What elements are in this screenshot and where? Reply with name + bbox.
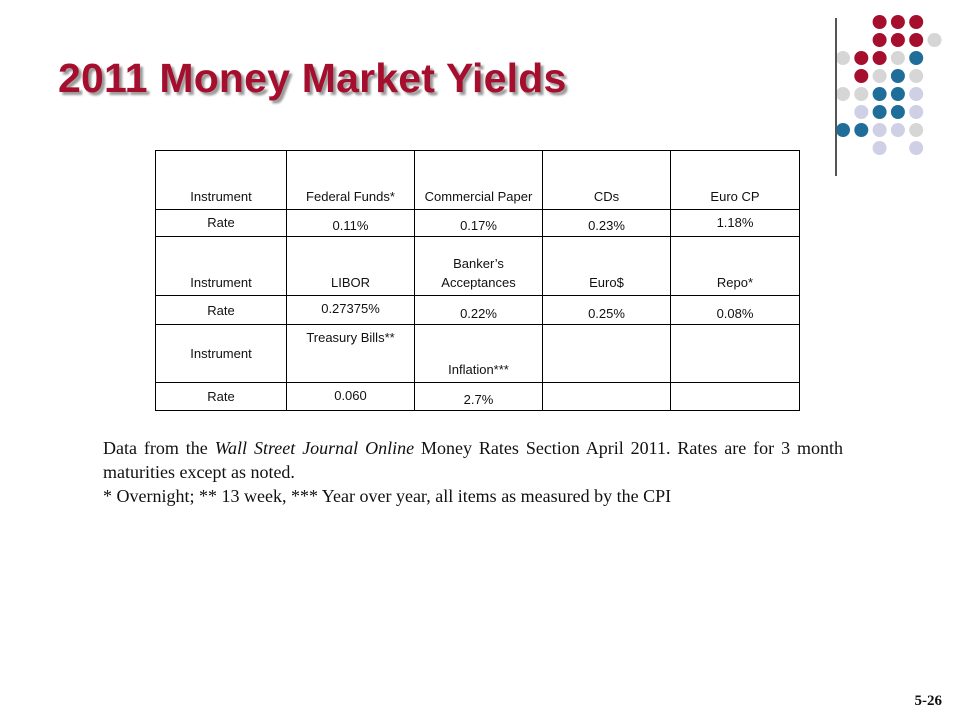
table-row: Instrument Federal Funds* Commercial Pap… — [155, 150, 800, 210]
decorative-dot — [854, 105, 869, 119]
decorative-dot — [909, 69, 924, 83]
decorative-dot — [872, 141, 887, 155]
table-cell: 0.060 — [286, 382, 415, 411]
table-cell: Banker’s Acceptances — [414, 236, 543, 296]
table-cell: Instrument — [155, 324, 287, 383]
decorative-dot — [890, 15, 905, 29]
decorative-dot — [890, 123, 905, 137]
table-cell: CDs — [542, 150, 671, 210]
table-cell: Federal Funds* — [286, 150, 415, 210]
decorative-dot — [890, 87, 905, 101]
table-row: Rate 0.27375% 0.22% 0.25% 0.08% — [155, 295, 800, 325]
decorative-dot — [854, 69, 869, 83]
table-row: Rate 0.11% 0.17% 0.23% 1.18% — [155, 209, 800, 237]
source-note-suffix: Money Rates Section April 2011. Rates ar… — [103, 438, 843, 482]
decorative-dot — [872, 51, 887, 65]
decorative-dot — [836, 87, 850, 101]
table-cell: 0.11% — [286, 209, 415, 237]
source-note-line: Data from the Wall Street Journal Online… — [103, 436, 843, 484]
decorative-dot — [872, 33, 887, 47]
decorative-dot — [909, 105, 924, 119]
table-cell — [670, 324, 800, 383]
source-publication: Wall Street Journal Online — [214, 438, 415, 458]
decorative-dot — [872, 69, 887, 83]
decorative-dot — [909, 123, 924, 137]
table-row: Instrument LIBOR Banker’s Acceptances Eu… — [155, 236, 800, 296]
table-cell: Commercial Paper — [414, 150, 543, 210]
slide-title: 2011 Money Market Yields — [58, 55, 567, 101]
decorative-dot — [927, 33, 942, 47]
decorative-dot — [872, 15, 887, 29]
table-cell: 0.08% — [670, 295, 800, 325]
table-cell: Instrument — [155, 150, 287, 210]
source-note: Data from the Wall Street Journal Online… — [103, 436, 843, 508]
decorative-dot — [872, 123, 887, 137]
decorative-dot — [854, 123, 869, 137]
decorative-dot — [854, 51, 869, 65]
table-cell: 0.27375% — [286, 295, 415, 325]
table-cell: Euro$ — [542, 236, 671, 296]
decorative-dot — [909, 51, 924, 65]
decorative-dot — [909, 33, 924, 47]
decorative-dot — [890, 105, 905, 119]
source-note-prefix: Data from the — [103, 438, 215, 458]
table-row: Instrument Treasury Bills** Inflation*** — [155, 324, 800, 383]
table-cell: LIBOR — [286, 236, 415, 296]
table-cell — [542, 382, 671, 411]
table-row: Rate 0.060 2.7% — [155, 382, 800, 411]
table-cell: Inflation*** — [414, 324, 543, 383]
footnote-line: * Overnight; ** 13 week, *** Year over y… — [103, 486, 672, 506]
money-market-rates-table: Instrument Federal Funds* Commercial Pap… — [155, 150, 800, 411]
table-cell — [670, 382, 800, 411]
decorative-dot — [890, 51, 905, 65]
decorative-divider-line — [835, 18, 837, 176]
decorative-dot — [854, 87, 869, 101]
decorative-dot — [909, 15, 924, 29]
table-cell: Rate — [155, 209, 287, 237]
table-cell: 0.25% — [542, 295, 671, 325]
table-cell: Treasury Bills** — [286, 324, 415, 383]
table-cell: Rate — [155, 295, 287, 325]
table-cell: 0.22% — [414, 295, 543, 325]
table-cell: 0.17% — [414, 209, 543, 237]
decorative-dot — [909, 87, 924, 101]
decorative-dot — [872, 105, 887, 119]
decorative-dot — [836, 123, 850, 137]
table-cell — [542, 324, 671, 383]
decorative-dot — [909, 141, 924, 155]
decorative-dot — [890, 69, 905, 83]
table-cell: Euro CP — [670, 150, 800, 210]
table-cell: Instrument — [155, 236, 287, 296]
table-cell: 1.18% — [670, 209, 800, 237]
table-cell: Rate — [155, 382, 287, 411]
page-number: 5-26 — [914, 693, 943, 709]
decorative-dot — [890, 33, 905, 47]
table-cell: 0.23% — [542, 209, 671, 237]
table-cell: 2.7% — [414, 382, 543, 411]
decorative-dot — [836, 51, 850, 65]
table-cell: Repo* — [670, 236, 800, 296]
decorative-dot — [872, 87, 887, 101]
